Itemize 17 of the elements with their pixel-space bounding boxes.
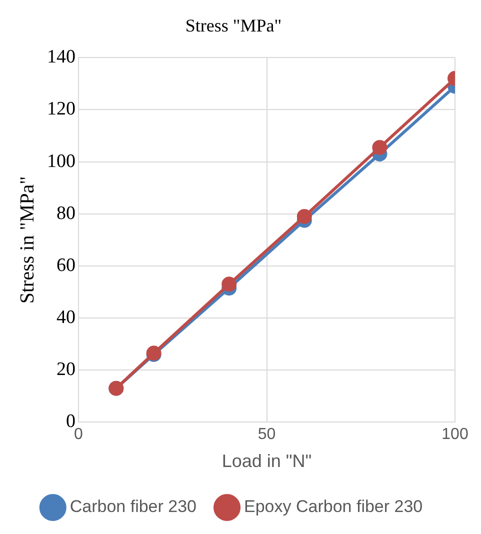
point [372, 140, 388, 155]
y-axis-title: Stress in "MPa" [16, 176, 38, 304]
x-tick-label: 50 [258, 426, 276, 444]
x-tick-label: 100 [442, 426, 468, 444]
chart-title: Stress "MPa" [185, 16, 282, 36]
y-tick-label: 60 [56, 254, 76, 276]
point [296, 208, 312, 224]
y-tick-label: 80 [56, 202, 76, 224]
x-axis-title: Load in "N" [222, 451, 312, 472]
legend-label: Epoxy Carbon fiber 230 [244, 497, 423, 516]
legend-label: Carbon fiber 230 [70, 497, 197, 516]
y-tick-label: 140 [47, 46, 76, 68]
y-tick-label: 120 [47, 98, 76, 120]
y-tick-label: 100 [47, 150, 76, 172]
y-tick-label: 40 [56, 307, 76, 328]
y-tick-label: 20 [56, 359, 76, 380]
point [222, 276, 237, 292]
